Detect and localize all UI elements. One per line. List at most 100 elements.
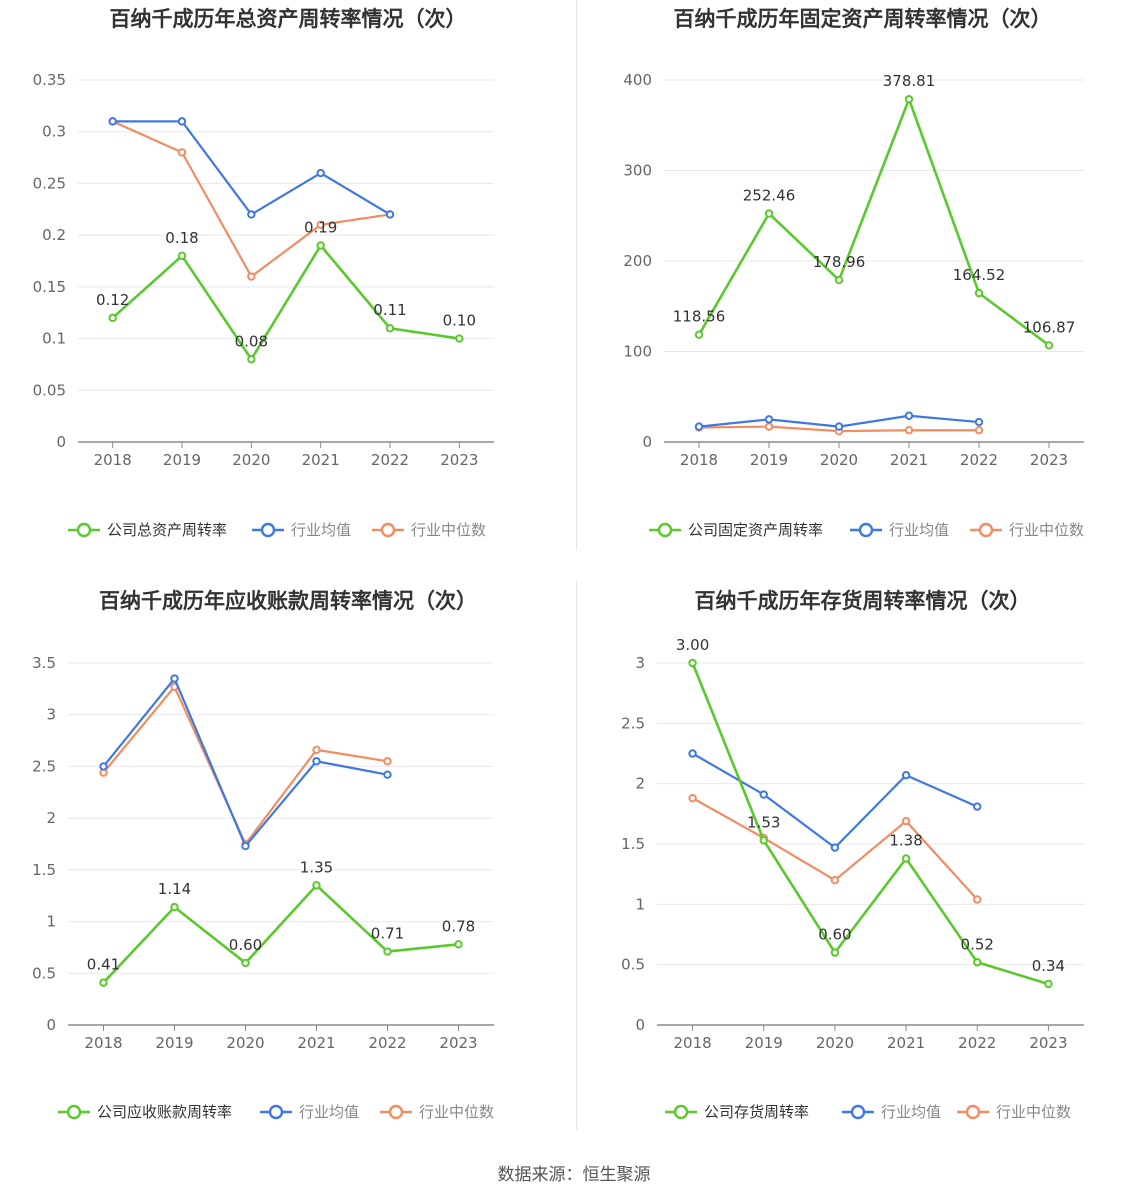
- y-tick-label: 0.3: [42, 123, 66, 141]
- y-tick-label: 0.35: [33, 71, 66, 89]
- legend-item-avg[interactable]: 行业均值: [842, 1103, 941, 1121]
- legend-label: 行业均值: [881, 1103, 941, 1121]
- y-tick-label: 100: [623, 343, 652, 361]
- chart-fixed-asset-turnover: 百纳千成历年固定资产周转率情况（次） 0 100 200 300 400 2018 2019 2…: [623, 7, 1084, 539]
- data-label: 0.52: [961, 935, 994, 953]
- data-point-avg: [759, 790, 768, 799]
- legend-marker-icon: [388, 1104, 404, 1120]
- x-tick-label: 2019: [155, 1034, 193, 1052]
- y-tick-label: 0.25: [33, 174, 66, 192]
- data-label: 118.56: [673, 308, 726, 326]
- data-point-avg: [170, 674, 179, 683]
- legend-label: 行业中位数: [411, 521, 486, 539]
- chart-panel-receivables-turnover: 百纳千成历年应收账款周转率情况（次） 0 0.5 1 1.5 2 2.5 3 3.5 2018 20…: [0, 582, 576, 1152]
- x-tick-label: 2022: [958, 1034, 996, 1052]
- legend-label: 公司固定资产周转率: [688, 521, 823, 539]
- x-tick-label: 2023: [1030, 451, 1068, 469]
- legend-item-company[interactable]: 公司固定资产周转率: [649, 521, 823, 539]
- data-source-note: 数据来源：恒生聚源: [497, 1165, 651, 1185]
- legend-marker-icon: [380, 522, 396, 538]
- data-point-avg: [834, 422, 844, 431]
- y-tick-label: 3: [635, 654, 645, 672]
- data-point-company: [759, 836, 768, 845]
- legend-marker-icon: [260, 522, 276, 538]
- data-point-avg: [385, 210, 395, 219]
- data-point-avg: [177, 117, 187, 126]
- legend-item-median[interactable]: 行业中位数: [380, 1103, 494, 1121]
- legend-item-company[interactable]: 公司总资产周转率: [68, 521, 227, 539]
- data-point-company: [901, 854, 911, 863]
- data-point-company: [973, 958, 982, 967]
- data-point-median: [830, 876, 840, 885]
- data-point-median: [177, 148, 187, 157]
- data-label: 0.12: [96, 291, 129, 309]
- data-point-company: [455, 334, 464, 343]
- data-point-company: [830, 948, 840, 957]
- series-line-company: [697, 97, 1050, 347]
- legend-item-median[interactable]: 行业中位数: [970, 521, 1084, 539]
- data-point-median: [904, 426, 914, 435]
- data-label: 164.52: [953, 266, 1006, 284]
- x-tick-label: 2022: [960, 451, 998, 469]
- legend-item-median[interactable]: 行业中位数: [957, 1103, 1071, 1121]
- x-tick-label: 2021: [297, 1034, 335, 1052]
- x-tick-label: 2021: [302, 451, 340, 469]
- data-point-median: [316, 220, 325, 230]
- legend-item-company[interactable]: 公司应收账款周转率: [58, 1103, 232, 1121]
- y-tick-label: 0.1: [42, 330, 66, 348]
- y-tick-label: 3: [46, 706, 56, 724]
- chart-panel-total-asset-turnover: 百纳千成历年总资产周转率情况（次） 0 0.05 0.1 0.15 0.2 0.25 0.3 0…: [0, 0, 576, 570]
- legend-item-avg[interactable]: 行业均值: [260, 1103, 359, 1121]
- legend-marker-icon: [965, 1104, 981, 1120]
- legend-item-company[interactable]: 公司存货周转率: [665, 1103, 809, 1121]
- x-tick-label: 2020: [816, 1034, 854, 1052]
- chart-title: 百纳千成历年应收账款周转率情况（次）: [99, 589, 477, 613]
- legend-item-avg[interactable]: 行业均值: [252, 521, 351, 539]
- chart-title: 百纳千成历年存货周转率情况（次）: [695, 589, 1031, 613]
- data-point-median: [383, 757, 392, 766]
- series-line-median: [112, 120, 391, 278]
- data-point-company: [316, 241, 325, 250]
- y-tick-label: 0: [46, 1016, 56, 1034]
- vertical-divider-top: [576, 0, 577, 550]
- data-label: 0.60: [229, 936, 262, 954]
- legend-item-median[interactable]: 行业中位数: [372, 521, 486, 539]
- data-point-avg: [694, 422, 704, 431]
- chart-panel-inventory-turnover: 百纳千成历年存货周转率情况（次） 0 0.5 1 1.5 2 2.5 3 2018 2019 202…: [577, 582, 1148, 1152]
- data-point-median: [901, 816, 911, 826]
- y-tick-label: 2: [635, 775, 645, 793]
- x-tick-label: 2020: [226, 1034, 264, 1052]
- legend-marker-icon: [66, 1104, 82, 1120]
- x-tick-label: 2021: [890, 451, 928, 469]
- data-point-avg: [316, 168, 325, 178]
- data-point-avg: [904, 411, 914, 420]
- x-tick-label: 2019: [750, 451, 788, 469]
- data-point-avg: [241, 841, 250, 851]
- legend-label: 行业均值: [291, 521, 351, 539]
- series-line-company: [111, 244, 460, 361]
- data-point-company: [764, 209, 774, 218]
- x-tick-label: 2018: [673, 1034, 711, 1052]
- legend-label: 行业中位数: [419, 1103, 494, 1121]
- data-label: 1.38: [889, 831, 922, 849]
- y-tick-label: 1: [46, 913, 56, 931]
- y-tick-label: 200: [623, 252, 652, 270]
- x-tick-label: 2022: [368, 1034, 406, 1052]
- data-point-avg: [830, 843, 840, 852]
- data-point-avg: [973, 802, 982, 811]
- series-line-avg: [102, 677, 388, 848]
- legend-marker-icon: [858, 522, 874, 538]
- data-label: 178.96: [813, 253, 866, 271]
- legend-marker-icon: [657, 522, 673, 538]
- data-point-avg: [688, 749, 697, 758]
- legend-label: 行业均值: [889, 521, 949, 539]
- data-label: 1.53: [747, 813, 780, 831]
- y-tick-label: 0.15: [33, 278, 66, 296]
- data-point-median: [764, 422, 774, 431]
- data-point-company: [108, 313, 117, 323]
- data-label: 0.08: [235, 332, 268, 350]
- data-point-company: [694, 330, 704, 339]
- legend-marker-icon: [850, 1104, 866, 1120]
- legend-marker-icon: [268, 1104, 284, 1120]
- legend-item-avg[interactable]: 行业均值: [850, 521, 949, 539]
